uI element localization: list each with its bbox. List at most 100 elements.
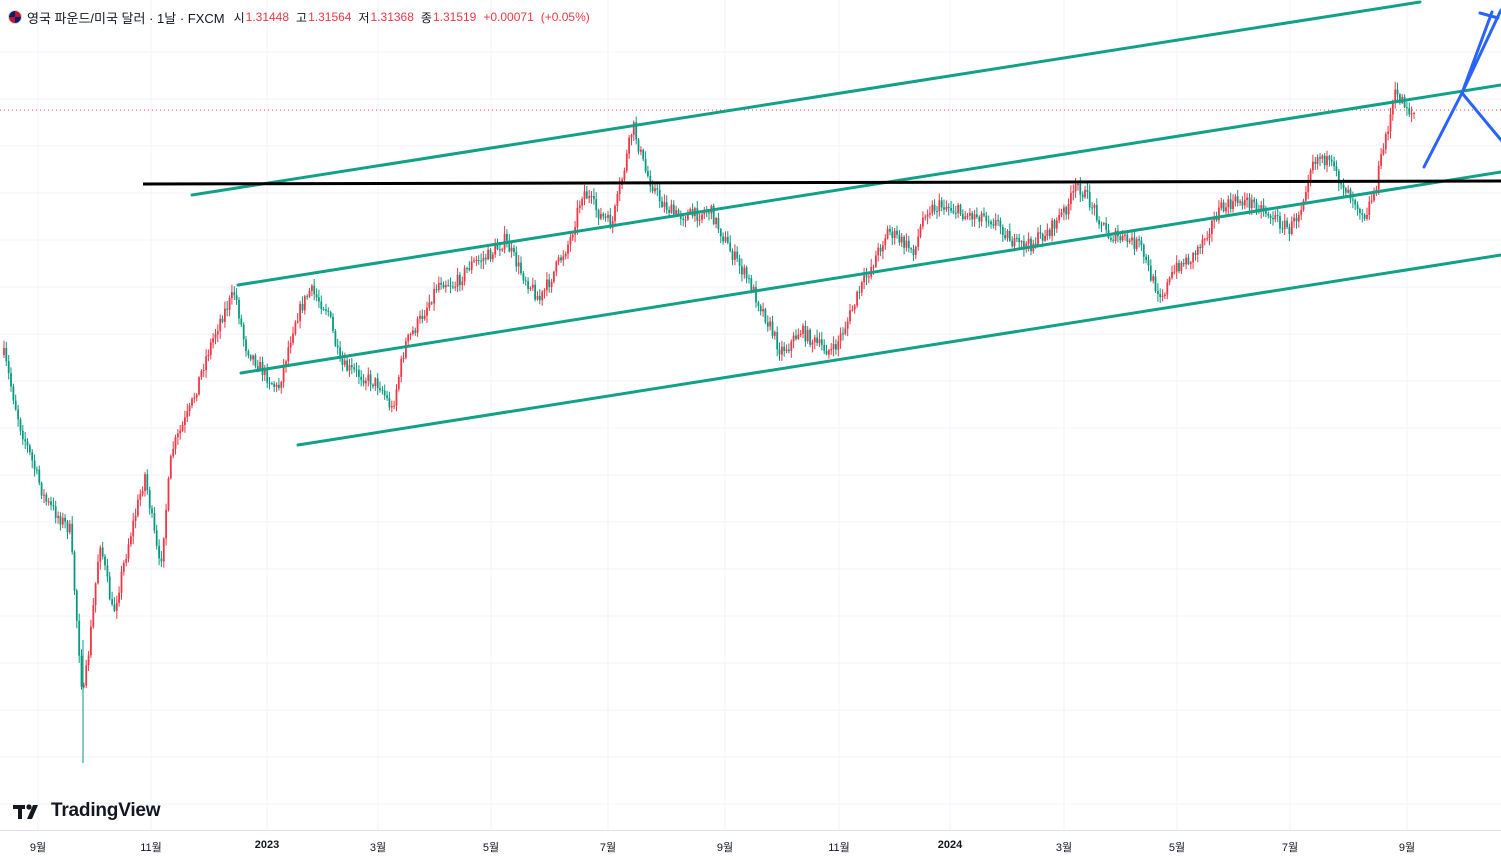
candle-body	[910, 248, 912, 250]
candle-body	[214, 334, 217, 339]
candle-body	[1314, 161, 1317, 164]
candle-body	[1307, 182, 1310, 193]
open-label: 시	[233, 10, 245, 25]
channel-line-1[interactable]	[190, 0, 1422, 197]
candle-body	[1128, 240, 1131, 242]
candle-body	[475, 260, 478, 261]
projection-branch-down[interactable]	[1460, 91, 1501, 142]
candle-body	[306, 296, 309, 298]
projection-cap[interactable]	[1478, 11, 1500, 20]
horizontal-resistance-line[interactable]	[142, 179, 1501, 186]
candle-body	[668, 210, 670, 213]
candle-body	[468, 268, 471, 270]
candle-body	[137, 499, 139, 516]
candle-body	[1001, 226, 1004, 236]
candle-body	[1164, 294, 1166, 296]
candle-body	[882, 245, 884, 252]
candle-body	[830, 349, 833, 351]
candle-body	[741, 266, 743, 275]
candle-body	[994, 220, 997, 226]
candle-body	[355, 369, 358, 371]
low-value: 1.31368	[370, 10, 414, 24]
candle-body	[209, 342, 212, 355]
candle-body	[1227, 199, 1230, 208]
candle-body	[1236, 196, 1239, 203]
candle-body	[1399, 94, 1401, 103]
open-value: 1.31448	[245, 10, 290, 24]
candle-body	[165, 509, 167, 539]
candle-body	[1194, 253, 1197, 255]
candle-body	[158, 545, 160, 559]
drawing-channel[interactable]	[190, 0, 1501, 447]
candle-body	[228, 298, 231, 310]
candle-body	[212, 338, 214, 343]
candle-body	[219, 318, 222, 332]
candle-body	[602, 213, 605, 217]
candle-body	[764, 309, 767, 323]
candle-body	[623, 170, 626, 180]
candle-body	[679, 215, 682, 219]
price-chart[interactable]	[0, 0, 1501, 830]
candle-body	[557, 257, 560, 262]
candle-body	[1100, 224, 1103, 226]
candle-body	[562, 256, 565, 261]
candle-body	[853, 305, 856, 310]
candle-body	[820, 339, 823, 345]
candle-body	[294, 322, 297, 334]
candle-body	[738, 258, 741, 267]
time-axis-tick: 5월	[482, 842, 500, 854]
candle-body	[898, 234, 901, 243]
time-axis[interactable]: 9월 11월 2023 3월 5월 7월 9월 11월 2024 3월 5월 7월 9월	[0, 830, 1501, 860]
candle-body	[889, 228, 891, 232]
channel-line-4[interactable]	[296, 253, 1501, 447]
candle-body	[757, 302, 760, 306]
channel-line-3[interactable]	[239, 170, 1501, 375]
candle-body	[177, 433, 179, 437]
candle-body	[1391, 103, 1394, 115]
candle-body	[379, 388, 381, 391]
candle-body	[802, 325, 804, 334]
candle-body	[202, 370, 205, 372]
candle-body	[207, 355, 210, 357]
candle-body	[405, 341, 407, 358]
candle-body	[597, 210, 600, 219]
candle-body	[665, 202, 668, 211]
tradingview-logo[interactable]: TradingView	[13, 800, 161, 822]
candle-body	[249, 355, 252, 360]
candle-body	[494, 244, 497, 255]
symbol-title[interactable]: 영국 파운드/미국 달러 · 1날 · FXCM	[27, 10, 225, 26]
candle-body	[510, 247, 513, 252]
candle-body	[766, 322, 769, 327]
channel-line-2[interactable]	[236, 83, 1501, 287]
time-axis-tick: 7월	[599, 842, 617, 854]
candle-body	[1185, 257, 1187, 265]
candle-body	[499, 249, 501, 251]
candle-body	[482, 257, 485, 262]
candle-body	[839, 333, 842, 342]
candle-body	[1126, 234, 1129, 243]
projection-branch-up[interactable]	[1460, 10, 1494, 95]
candle-body	[1119, 236, 1122, 241]
candle-body	[1243, 199, 1246, 206]
candle-body	[569, 237, 572, 245]
candle-body	[658, 189, 661, 202]
candle-body	[926, 214, 929, 217]
candle-body	[151, 508, 153, 513]
candle-body	[792, 335, 795, 342]
candle-body	[1199, 247, 1202, 248]
candle-body	[350, 365, 353, 368]
chart-area[interactable]: 영국 파운드/미국 달러 · 1날 · FXCM 시 1.31448 고 1.3…	[0, 0, 1501, 830]
candle-body	[548, 279, 551, 288]
candle-body	[1384, 134, 1387, 150]
candle-body	[632, 122, 635, 135]
candle-body	[66, 521, 69, 533]
candle-body	[400, 358, 403, 377]
time-axis-tick: 7월	[1281, 842, 1299, 854]
candle-body	[388, 398, 391, 408]
candle-body	[567, 244, 569, 254]
candle-body	[87, 655, 90, 666]
candle-body	[1248, 197, 1251, 209]
candle-body	[1312, 161, 1314, 171]
candle-body	[118, 592, 120, 603]
candle-body	[811, 342, 814, 345]
